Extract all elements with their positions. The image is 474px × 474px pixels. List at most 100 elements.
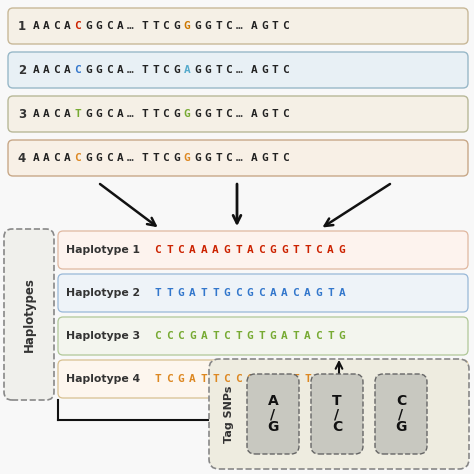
Text: T: T (142, 153, 148, 163)
Text: A: A (189, 374, 196, 384)
Text: G: G (173, 21, 180, 31)
FancyBboxPatch shape (58, 317, 468, 355)
Text: A: A (212, 245, 219, 255)
Text: G: G (281, 245, 288, 255)
Text: A: A (338, 288, 346, 298)
Text: C: C (106, 153, 113, 163)
Text: A: A (327, 374, 334, 384)
FancyBboxPatch shape (4, 229, 54, 400)
Text: G: G (189, 331, 196, 341)
Text: C: C (282, 153, 289, 163)
FancyBboxPatch shape (8, 8, 468, 44)
Text: …: … (127, 109, 134, 119)
Text: Haplotype 1: Haplotype 1 (66, 245, 140, 255)
Text: C: C (166, 374, 173, 384)
Text: G: G (205, 109, 211, 119)
Text: A: A (43, 109, 50, 119)
Text: C: C (316, 331, 322, 341)
Text: C: C (282, 65, 289, 75)
Text: A: A (251, 109, 257, 119)
Text: C: C (155, 245, 161, 255)
Text: T: T (155, 288, 161, 298)
Text: G: G (194, 65, 201, 75)
Text: A: A (251, 65, 257, 75)
Text: T: T (272, 21, 278, 31)
FancyBboxPatch shape (209, 359, 469, 469)
Text: G: G (85, 109, 92, 119)
Text: C: C (166, 331, 173, 341)
Text: G: G (246, 331, 254, 341)
Text: G: G (85, 153, 92, 163)
Text: G: G (194, 109, 201, 119)
Text: A: A (281, 331, 288, 341)
Text: G: G (178, 288, 184, 298)
Text: T: T (142, 21, 148, 31)
Text: G: G (261, 109, 268, 119)
Text: G: G (205, 153, 211, 163)
Text: T: T (292, 331, 300, 341)
Text: T: T (215, 21, 222, 31)
Text: A: A (117, 21, 123, 31)
Text: T: T (212, 374, 219, 384)
Text: G: G (270, 331, 276, 341)
Text: Tag SNPs: Tag SNPs (224, 385, 234, 443)
Text: G: G (96, 153, 102, 163)
Text: G: G (96, 65, 102, 75)
Text: T: T (215, 109, 222, 119)
FancyBboxPatch shape (375, 374, 427, 454)
Text: C: C (163, 153, 169, 163)
Text: C: C (235, 288, 242, 298)
Text: Haplotype 3: Haplotype 3 (66, 331, 140, 341)
Text: C: C (74, 21, 82, 31)
Text: T: T (155, 374, 161, 384)
Text: C: C (226, 21, 232, 31)
Text: A: A (304, 288, 311, 298)
Text: A: A (201, 245, 207, 255)
Text: G: G (261, 65, 268, 75)
Text: C: C (226, 65, 232, 75)
Text: …: … (127, 21, 134, 31)
Text: A: A (270, 288, 276, 298)
Text: Haplotype 4: Haplotype 4 (66, 374, 140, 384)
Text: A: A (201, 331, 207, 341)
Text: G: G (194, 21, 201, 31)
FancyBboxPatch shape (58, 360, 468, 398)
Text: G: G (281, 374, 288, 384)
Text: C: C (106, 109, 113, 119)
Text: A: A (183, 65, 191, 75)
Text: T: T (201, 374, 207, 384)
Text: G: G (316, 288, 322, 298)
FancyBboxPatch shape (8, 52, 468, 88)
Text: 1: 1 (18, 19, 26, 33)
Text: C: C (54, 153, 60, 163)
Text: C: C (54, 65, 60, 75)
FancyBboxPatch shape (58, 274, 468, 312)
Text: T
/
C: T / C (332, 394, 342, 434)
Text: G: G (224, 288, 230, 298)
Text: C: C (224, 331, 230, 341)
Text: T: T (272, 153, 278, 163)
Text: A
/
G: A / G (267, 394, 279, 434)
Text: G: G (261, 153, 268, 163)
Text: T: T (142, 109, 148, 119)
Text: C: C (155, 331, 161, 341)
Text: G: G (178, 374, 184, 384)
Text: G: G (85, 65, 92, 75)
Text: T: T (235, 331, 242, 341)
Text: A: A (117, 65, 123, 75)
Text: C
/
G: C / G (395, 394, 407, 434)
Text: T: T (152, 21, 159, 31)
Text: Haplotype 2: Haplotype 2 (66, 288, 140, 298)
Text: C: C (106, 21, 113, 31)
Text: …: … (236, 109, 243, 119)
Text: G: G (261, 21, 268, 31)
FancyBboxPatch shape (311, 374, 363, 454)
Text: T: T (215, 65, 222, 75)
Text: T: T (327, 288, 334, 298)
Text: …: … (127, 153, 134, 163)
Text: C: C (163, 109, 169, 119)
Text: A: A (43, 153, 50, 163)
Text: C: C (178, 245, 184, 255)
Text: G: G (338, 331, 346, 341)
Text: 3: 3 (18, 108, 26, 120)
